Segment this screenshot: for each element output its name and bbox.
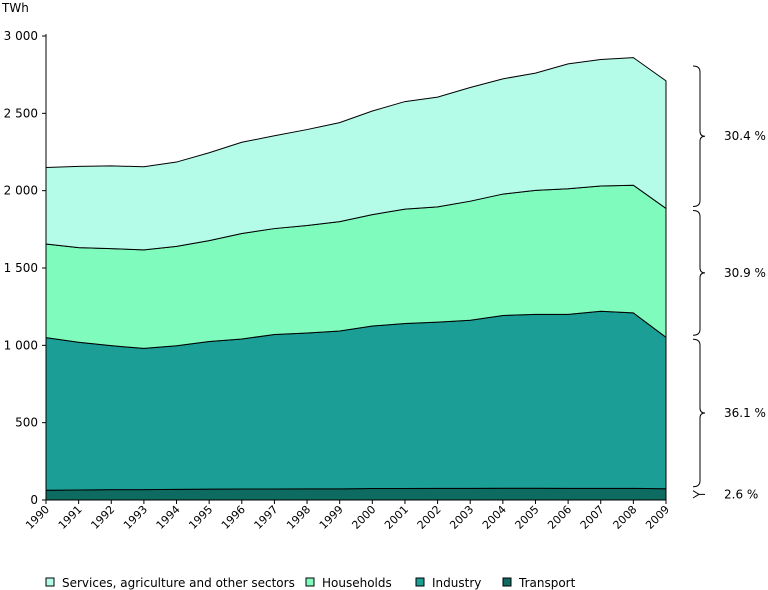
share-label: 2.6 % xyxy=(724,487,758,501)
x-tick-label: 2005 xyxy=(513,503,542,532)
x-tick-label: 2009 xyxy=(643,503,672,532)
share-brace xyxy=(692,338,706,488)
share-label: 30.4 % xyxy=(724,129,766,143)
y-axis-unit: TWh xyxy=(1,1,29,15)
x-tick-label: 2007 xyxy=(578,503,607,532)
share-label: 36.1 % xyxy=(724,406,766,420)
x-tick-label: 1992 xyxy=(88,503,117,532)
y-tick-labels: 0 500 1 000 1 500 2 000 2 500 3 000 xyxy=(4,29,46,507)
x-tick-label: 2003 xyxy=(447,503,476,532)
x-tick-label: 2002 xyxy=(415,503,444,532)
y-tick-label: 3 000 xyxy=(4,29,38,43)
x-tick-label: 1998 xyxy=(284,503,313,532)
area-services-agriculture-and-other-sectors xyxy=(45,57,667,251)
legend-label: Industry xyxy=(432,576,481,590)
x-tick-label: 2006 xyxy=(545,503,574,532)
y-tick-label: 0 xyxy=(30,493,38,507)
legend-swatch xyxy=(415,577,425,587)
share-braces: 30.4 % 30.9 % 36.1 % 2.6 % xyxy=(692,65,766,501)
x-tick-label: 1995 xyxy=(186,503,215,532)
share-brace xyxy=(692,490,705,499)
y-tick-label: 1 000 xyxy=(4,338,38,352)
y-tick-label: 500 xyxy=(15,416,38,430)
legend-label: Services, agriculture and other sectors xyxy=(62,576,295,590)
x-tick-label: 1990 xyxy=(23,503,52,532)
x-tick-label: 2000 xyxy=(349,503,378,532)
x-tick-label: 2004 xyxy=(480,503,509,532)
x-tick-label: 1993 xyxy=(121,503,150,532)
x-tick-label: 1991 xyxy=(56,503,85,532)
x-tick-label: 2008 xyxy=(610,503,639,532)
legend-label: Households xyxy=(322,576,392,590)
share-brace xyxy=(692,209,706,336)
y-tick-label: 2 000 xyxy=(4,184,38,198)
x-tick-labels: 1990 1991 1992 1993 1994 1995 1996 1997 1998 1999… xyxy=(23,500,672,532)
share-brace xyxy=(692,65,706,207)
y-tick-label: 1 500 xyxy=(4,261,38,275)
share-label: 30.9 % xyxy=(724,266,766,280)
x-tick-label: 1996 xyxy=(219,503,248,532)
y-tick-label: 2 500 xyxy=(4,106,38,120)
x-tick-label: 1999 xyxy=(317,503,346,532)
legend: Services, agriculture and other sectors H… xyxy=(45,576,576,590)
area-layer xyxy=(45,57,667,501)
legend-label: Transport xyxy=(518,576,576,590)
legend-swatch xyxy=(305,577,315,587)
x-tick-label: 1994 xyxy=(154,503,183,532)
x-tick-label: 1997 xyxy=(252,503,281,532)
legend-swatch xyxy=(45,577,55,587)
legend-swatch xyxy=(502,577,512,587)
x-tick-label: 2001 xyxy=(382,503,411,532)
